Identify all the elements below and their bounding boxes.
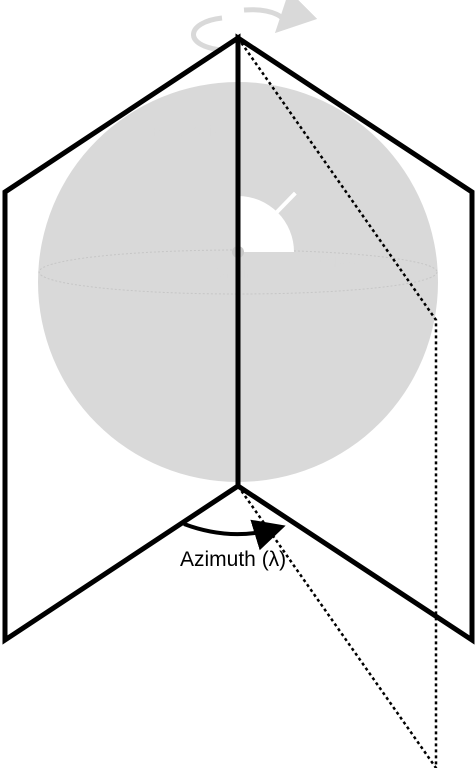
phi-label: Φ <box>268 227 279 243</box>
polar-axis-label: Polar Axis <box>152 123 219 140</box>
beta-label: β <box>242 207 250 223</box>
azimuth-label: Azimuth (λ) <box>180 548 286 571</box>
origin-label: Origin <box>214 265 254 282</box>
rotation-arrow-icon <box>191 0 318 53</box>
azimuth-arc-arrow-icon <box>183 519 286 551</box>
vector-label: ρ <box>328 157 337 174</box>
equator-label: Equator <box>318 251 371 268</box>
vector-arrow <box>236 170 318 254</box>
